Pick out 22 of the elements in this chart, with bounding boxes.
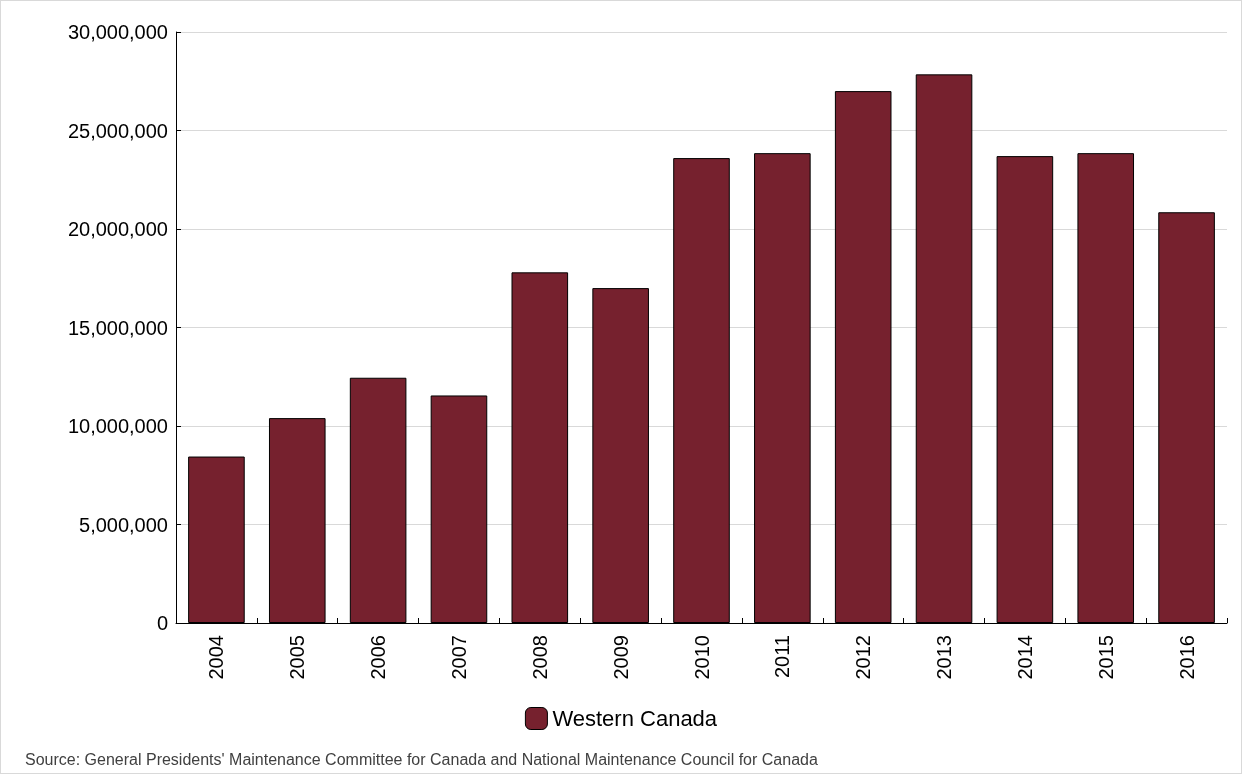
legend-label: Western Canada — [552, 706, 718, 731]
y-tick-label: 30,000,000 — [67, 21, 168, 43]
x-tick-label: 2015 — [1094, 635, 1117, 680]
y-tick-label: 25,000,000 — [67, 119, 168, 142]
x-tick-label: 2006 — [367, 635, 390, 680]
x-tick-label: 2011 — [771, 635, 794, 679]
source-note: Source: General Presidents' Maintenance Committee for Canada and National Maintenance Council for Canada — [25, 750, 818, 768]
y-tick-label: 5,000,000 — [79, 513, 168, 536]
y-tick-label: 15,000,000 — [67, 316, 168, 339]
y-tick-label: 20,000,000 — [67, 218, 168, 240]
x-tick-label: 2013 — [933, 635, 956, 680]
x-tick-label: 2005 — [286, 635, 309, 680]
y-tick-label: 0 — [156, 612, 168, 634]
x-tick-label: 2010 — [690, 635, 713, 680]
x-tick-label: 2014 — [1013, 635, 1036, 680]
x-tick-label: 2009 — [609, 635, 632, 680]
x-tick-label: 2007 — [447, 635, 470, 680]
x-tick-label: 2008 — [528, 635, 551, 680]
x-tick-label: 2016 — [1175, 635, 1198, 680]
x-tick-label: 2012 — [852, 635, 875, 680]
y-tick-label: 10,000,000 — [67, 415, 168, 437]
x-tick-label: 2004 — [205, 635, 228, 680]
